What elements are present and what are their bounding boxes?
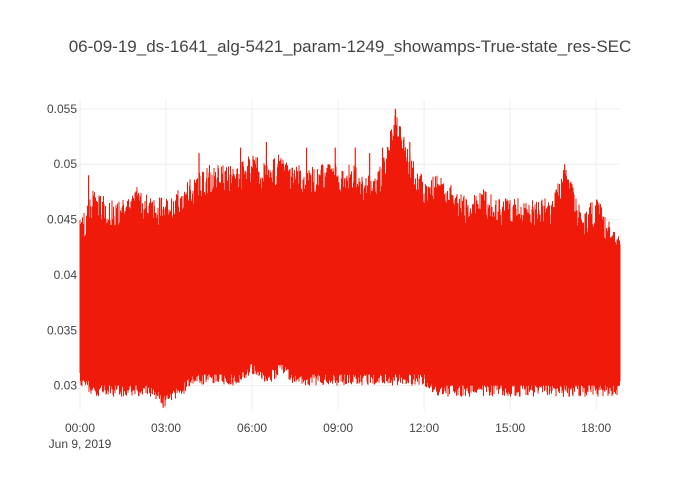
y-axis: 0.03 0.035 0.04 0.045 0.05 0.055 — [47, 102, 77, 393]
x-tick-label: 12:00 — [409, 421, 439, 435]
y-tick-label: 0.035 — [47, 323, 77, 337]
x-axis: Jun 9, 2019 00:00 03:00 06:00 09:00 12:00 15:… — [49, 421, 612, 451]
x-tick-label: 09:00 — [323, 421, 353, 435]
x-tick-label: 03:00 — [151, 421, 181, 435]
y-tick-label: 0.03 — [54, 379, 78, 393]
x-tick-label: 06:00 — [237, 421, 267, 435]
y-tick-label: 0.045 — [47, 213, 77, 227]
x-axis-date-label: Jun 9, 2019 — [49, 437, 112, 451]
y-tick-label: 0.055 — [47, 102, 77, 116]
chart-plot-area — [79, 108, 621, 408]
x-tick-label: 18:00 — [581, 421, 611, 435]
chart-title: 06-09-19_ds-1641_alg-5421_param-1249_sho… — [69, 37, 632, 56]
y-tick-label: 0.04 — [54, 268, 78, 282]
x-tick-label: 15:00 — [495, 421, 525, 435]
series-line — [79, 115, 621, 407]
x-tick-label: 00:00 — [65, 421, 95, 435]
y-tick-label: 0.05 — [54, 157, 78, 171]
